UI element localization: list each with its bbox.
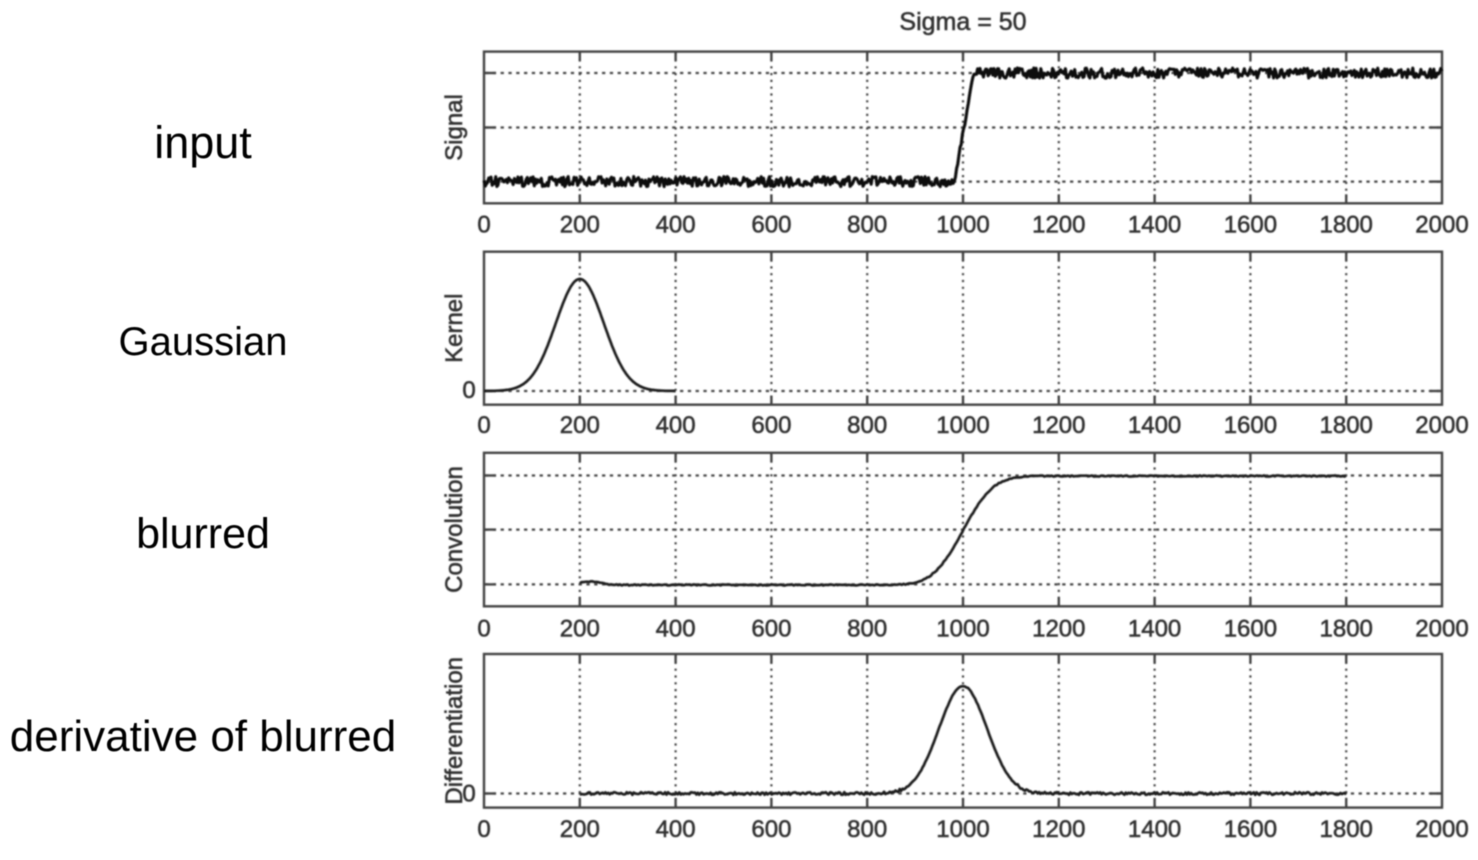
svg-text:400: 400 xyxy=(656,412,696,439)
svg-text:800: 800 xyxy=(847,212,887,239)
svg-text:Convolution: Convolution xyxy=(441,466,468,593)
svg-text:1800: 1800 xyxy=(1320,616,1373,643)
svg-text:1400: 1400 xyxy=(1128,412,1181,439)
svg-text:0: 0 xyxy=(477,212,490,239)
svg-text:1400: 1400 xyxy=(1128,212,1181,239)
svg-text:800: 800 xyxy=(847,816,887,843)
svg-text:200: 200 xyxy=(560,412,600,439)
svg-text:1200: 1200 xyxy=(1032,816,1085,843)
svg-text:2000: 2000 xyxy=(1415,616,1468,643)
svg-text:1200: 1200 xyxy=(1032,412,1085,439)
svg-text:1000: 1000 xyxy=(936,616,989,643)
svg-text:600: 600 xyxy=(751,412,791,439)
svg-text:600: 600 xyxy=(751,616,791,643)
svg-text:1800: 1800 xyxy=(1320,412,1373,439)
svg-text:1400: 1400 xyxy=(1128,616,1181,643)
svg-text:0: 0 xyxy=(477,616,490,643)
svg-text:200: 200 xyxy=(560,816,600,843)
svg-text:1800: 1800 xyxy=(1320,816,1373,843)
svg-text:1600: 1600 xyxy=(1224,412,1277,439)
svg-text:2000: 2000 xyxy=(1415,412,1468,439)
svg-text:0: 0 xyxy=(462,377,475,404)
svg-text:0: 0 xyxy=(477,816,490,843)
svg-text:800: 800 xyxy=(847,616,887,643)
svg-text:1200: 1200 xyxy=(1032,616,1085,643)
svg-text:1000: 1000 xyxy=(936,412,989,439)
svg-text:400: 400 xyxy=(656,816,696,843)
svg-text:1600: 1600 xyxy=(1224,816,1277,843)
svg-text:600: 600 xyxy=(751,212,791,239)
svg-text:Signal: Signal xyxy=(441,94,468,161)
svg-text:Differentiation: Differentiation xyxy=(441,657,468,805)
svg-text:1600: 1600 xyxy=(1224,616,1277,643)
svg-text:1800: 1800 xyxy=(1320,212,1373,239)
svg-text:1200: 1200 xyxy=(1032,212,1085,239)
svg-text:Sigma = 50: Sigma = 50 xyxy=(899,8,1026,36)
svg-text:800: 800 xyxy=(847,412,887,439)
svg-text:400: 400 xyxy=(656,616,696,643)
svg-text:0: 0 xyxy=(462,781,475,808)
svg-text:200: 200 xyxy=(560,212,600,239)
svg-text:1600: 1600 xyxy=(1224,212,1277,239)
svg-text:600: 600 xyxy=(751,816,791,843)
svg-text:2000: 2000 xyxy=(1415,816,1468,843)
svg-text:0: 0 xyxy=(477,412,490,439)
svg-text:1400: 1400 xyxy=(1128,816,1181,843)
svg-text:2000: 2000 xyxy=(1415,212,1468,239)
svg-text:400: 400 xyxy=(656,212,696,239)
svg-text:1000: 1000 xyxy=(936,816,989,843)
svg-text:Kernel: Kernel xyxy=(441,294,468,363)
svg-text:1000: 1000 xyxy=(936,212,989,239)
svg-text:200: 200 xyxy=(560,616,600,643)
